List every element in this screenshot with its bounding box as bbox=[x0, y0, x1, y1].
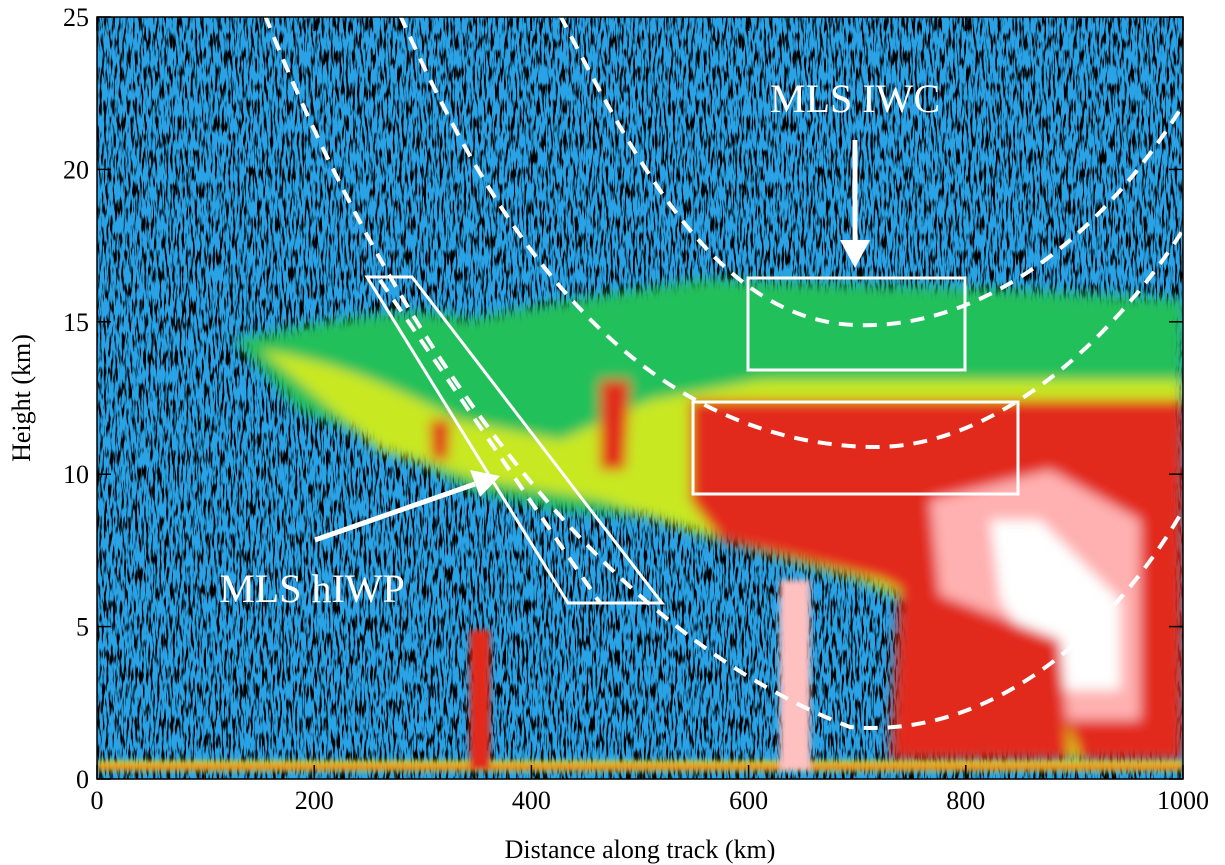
x-tick-label: 0 bbox=[91, 786, 104, 815]
y-tick-label: 25 bbox=[63, 3, 89, 32]
annotation: MLS IWC bbox=[770, 76, 940, 121]
y-tick-label: 15 bbox=[63, 308, 89, 337]
y-tick-label: 10 bbox=[63, 460, 89, 489]
x-tick-label: 600 bbox=[729, 786, 768, 815]
x-axis-label: Distance along track (km) bbox=[505, 835, 776, 864]
x-tick-label: 800 bbox=[946, 786, 985, 815]
x-tick-label: 200 bbox=[295, 786, 334, 815]
x-tick-label: 400 bbox=[512, 786, 551, 815]
y-axis-label: Height (km) bbox=[7, 334, 36, 462]
reflectivity-image: MLS IWC MLS hIWP bbox=[97, 17, 1183, 779]
annotation: MLS hIWP bbox=[219, 566, 405, 611]
y-tick-label: 20 bbox=[63, 155, 89, 184]
y-tick-label: 5 bbox=[76, 613, 89, 642]
plot-frame bbox=[96, 16, 1184, 780]
x-tick-label: 1000 bbox=[1157, 786, 1209, 815]
y-tick-label: 0 bbox=[76, 765, 89, 794]
